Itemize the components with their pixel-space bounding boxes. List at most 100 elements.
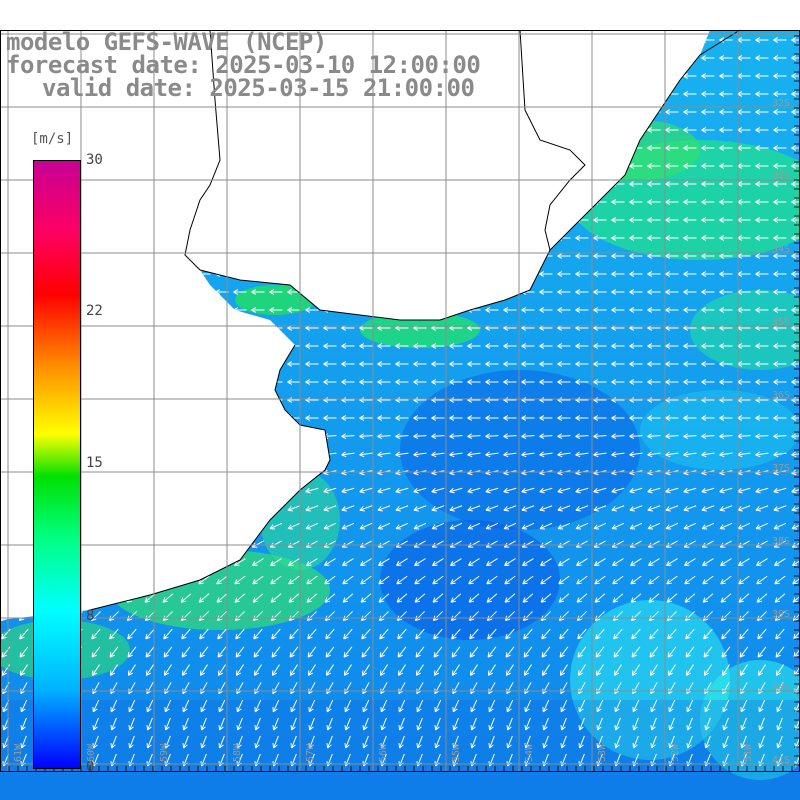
wind-arrow: [683, 235, 697, 241]
wind-arrow: [683, 253, 697, 259]
wind-arrow: [413, 415, 427, 421]
wind-arrow: [648, 558, 660, 566]
wind-arrow: [719, 271, 733, 277]
latitude-label: 34S: [772, 244, 791, 255]
wind-arrow: [539, 271, 553, 277]
wind-arrow: [719, 199, 733, 205]
wind-arrow: [701, 505, 715, 512]
wind-arrow: [755, 91, 769, 97]
wind-arrow: [467, 487, 481, 494]
wind-arrow: [305, 415, 319, 421]
wind-arrow: [719, 433, 733, 439]
wind-arrow: [593, 271, 607, 277]
longitude-label: 57W: [305, 743, 316, 762]
wind-arrow: [593, 415, 607, 421]
wind-arrow: [701, 343, 715, 349]
wind-arrow: [683, 379, 697, 385]
wind-arrow: [451, 664, 460, 676]
wind-arrow: [683, 415, 697, 421]
wind-arrow: [667, 628, 677, 640]
wind-arrow: [233, 289, 247, 295]
wind-arrow: [791, 235, 800, 241]
wind-arrow: [503, 522, 517, 530]
wind-arrow: [612, 575, 624, 585]
wind-arrow: [756, 558, 768, 566]
wind-arrow: [755, 271, 769, 277]
wind-arrow: [343, 664, 352, 676]
wind-arrow: [324, 558, 336, 566]
wind-arrow: [557, 415, 571, 421]
wind-arrow: [377, 487, 391, 494]
wind-arrow: [469, 646, 479, 658]
wind-arrow: [341, 451, 355, 458]
wind-arrow: [647, 505, 661, 512]
wind-arrow: [629, 289, 643, 295]
wind-arrow: [505, 664, 514, 676]
wind-arrow: [647, 289, 661, 295]
wind-arrow: [305, 307, 319, 313]
wind-arrow: [395, 379, 409, 385]
wind-arrow: [323, 487, 337, 494]
wind-arrow: [359, 379, 373, 385]
wind-arrow: [595, 646, 605, 658]
wind-arrow: [487, 628, 497, 640]
wind-arrow: [395, 522, 409, 530]
wind-arrow: [181, 664, 190, 676]
wind-arrow: [413, 522, 427, 530]
wind-arrow: [307, 628, 317, 640]
wind-arrow: [235, 646, 245, 658]
wind-arrow: [253, 664, 262, 676]
wind-arrow: [269, 307, 283, 313]
wind-arrow: [539, 289, 553, 295]
wind-arrow: [611, 199, 625, 205]
wind-arrow: [396, 593, 408, 603]
wind-arrow: [791, 522, 800, 530]
wind-arrow: [593, 451, 607, 458]
wind-arrow: [359, 343, 373, 349]
wind-arrow: [773, 181, 787, 187]
wind-arrow: [341, 487, 355, 494]
wind-arrow: [181, 646, 191, 658]
wind-arrow: [647, 163, 661, 169]
wind-arrow: [270, 593, 282, 603]
wind-arrow: [593, 361, 607, 367]
wind-arrow: [701, 433, 715, 439]
wind-arrow: [755, 55, 769, 61]
longitude-label: 58W: [232, 743, 243, 762]
wind-arrow: [701, 307, 715, 313]
wind-arrow: [431, 379, 445, 385]
wind-arrow: [755, 109, 769, 115]
wind-arrow: [503, 307, 517, 313]
wind-arrow: [665, 163, 679, 169]
wind-arrow: [719, 127, 733, 133]
wind-arrow: [378, 558, 390, 566]
latitude-label: 33S: [772, 171, 791, 182]
colorbar-tick: 30: [86, 152, 103, 168]
wind-arrow: [341, 343, 355, 349]
wind-arrow: [773, 415, 787, 421]
wind-arrow: [577, 646, 587, 658]
wind-arrow: [683, 217, 697, 223]
wind-arrow: [665, 505, 679, 512]
wind-arrow: [467, 379, 481, 385]
wind-arrow: [665, 415, 679, 421]
wind-arrow: [719, 505, 733, 512]
wind-arrow: [611, 289, 625, 295]
wind-arrow: [557, 361, 571, 367]
wind-arrow: [252, 558, 264, 566]
wind-arrow: [756, 593, 768, 603]
wind-arrow: [359, 415, 373, 421]
wind-arrow: [557, 271, 571, 277]
wind-arrow: [701, 199, 715, 205]
wind-arrow: [324, 593, 336, 603]
wind-arrow: [611, 253, 625, 259]
wind-arrow: [773, 487, 787, 494]
wind-arrow: [773, 127, 787, 133]
wind-arrow: [449, 415, 463, 421]
wind-arrow: [683, 73, 697, 79]
wind-arrow: [504, 593, 516, 603]
wind-arrow: [324, 575, 336, 585]
wind-arrow: [467, 361, 481, 367]
latitude-label: 39S: [772, 609, 791, 620]
wind-arrow: [773, 55, 787, 61]
